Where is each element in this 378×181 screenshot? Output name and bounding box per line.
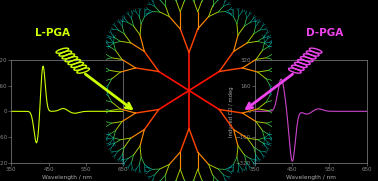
- X-axis label: Wavelength / nm: Wavelength / nm: [286, 175, 336, 180]
- Y-axis label: Induced CD / mdeg: Induced CD / mdeg: [229, 86, 234, 137]
- X-axis label: Wavelength / nm: Wavelength / nm: [42, 175, 92, 180]
- Text: L-PGA: L-PGA: [36, 28, 70, 38]
- Text: D-PGA: D-PGA: [307, 28, 344, 38]
